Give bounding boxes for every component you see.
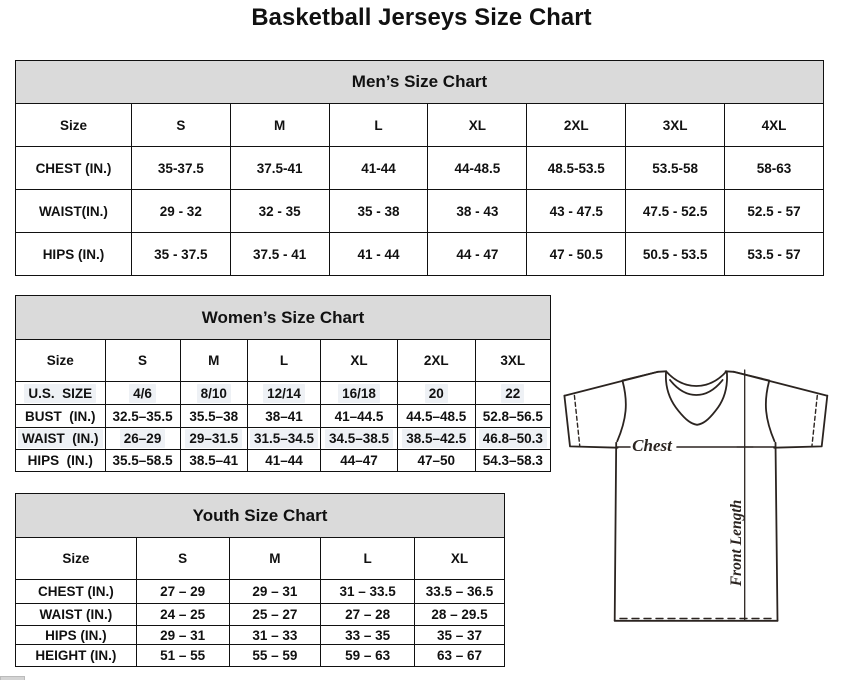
svg-text:Chest: Chest	[632, 436, 673, 455]
svg-text:Front Length: Front Length	[728, 500, 745, 588]
